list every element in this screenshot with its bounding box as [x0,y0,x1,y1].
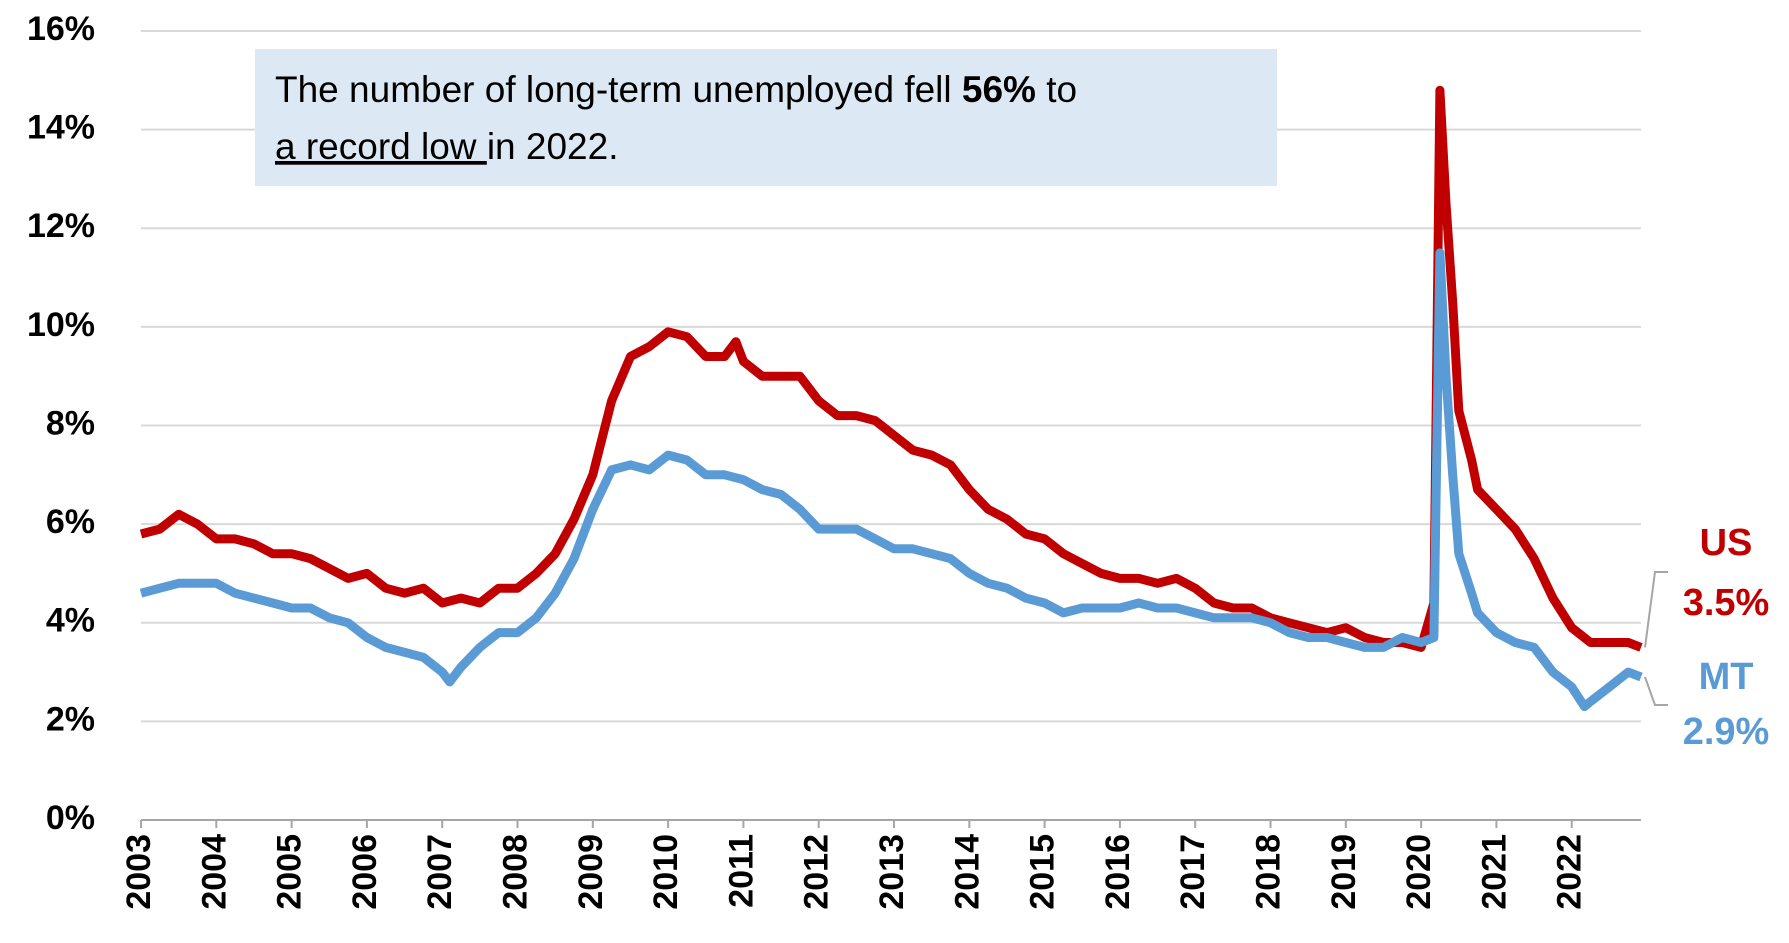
x-tick-label: 2009 [572,834,610,910]
end-value-label: 3.5% [1683,582,1770,624]
x-tick-label: 2022 [1551,834,1589,910]
x-tick-label: 2003 [120,834,158,910]
x-tick-label: 2013 [873,834,911,910]
x-tick-label: 2007 [421,834,459,910]
annotation-emphasis: 56% [962,69,1036,110]
y-tick-label: 6% [46,503,95,541]
x-tick-label: 2010 [647,834,685,910]
series-label: MT [1699,656,1754,698]
label-connector [1644,676,1668,706]
label-connector [1644,571,1668,648]
x-tick-label: 2012 [798,834,836,910]
x-tick-label: 2006 [346,834,384,910]
annotation-text: in 2022. [487,126,619,167]
x-tick-label: 2017 [1174,834,1212,910]
y-tick-label: 10% [27,306,95,344]
y-tick-label: 0% [46,799,95,837]
x-tick-label: 2019 [1325,834,1363,910]
end-value-label: 2.9% [1683,711,1770,753]
x-tick-label: 2018 [1250,834,1288,910]
x-tick-label: 2021 [1475,834,1513,910]
x-tick-label: 2004 [195,834,233,910]
x-tick-label: 2008 [496,834,534,910]
series-line [139,248,1643,712]
y-tick-label: 8% [46,404,95,442]
series-label: US [1700,522,1753,564]
x-tick-label: 2020 [1400,834,1438,910]
series-line [139,85,1643,652]
annotation: a record low in 2022. [275,126,618,167]
y-tick-label: 16% [27,10,95,48]
x-tick-label: 2005 [271,834,309,910]
y-tick-label: 2% [46,700,95,738]
annotation: The number of long-term unemployed fell … [275,69,1077,110]
grid [140,30,1641,828]
y-tick-label: 12% [27,207,95,245]
y-tick-label: 14% [27,109,95,147]
annotation-text: The number of long-term unemployed fell [275,69,962,110]
x-tick-label: 2015 [1024,834,1062,910]
x-tick-label: 2011 [722,834,760,908]
y-tick-label: 4% [46,602,95,640]
x-tick-label: 2016 [1099,834,1137,910]
annotation-box [255,49,1277,186]
annotation-underlined: a record low [275,126,487,167]
annotation-text: to [1036,69,1077,110]
x-tick-label: 2014 [948,834,986,910]
